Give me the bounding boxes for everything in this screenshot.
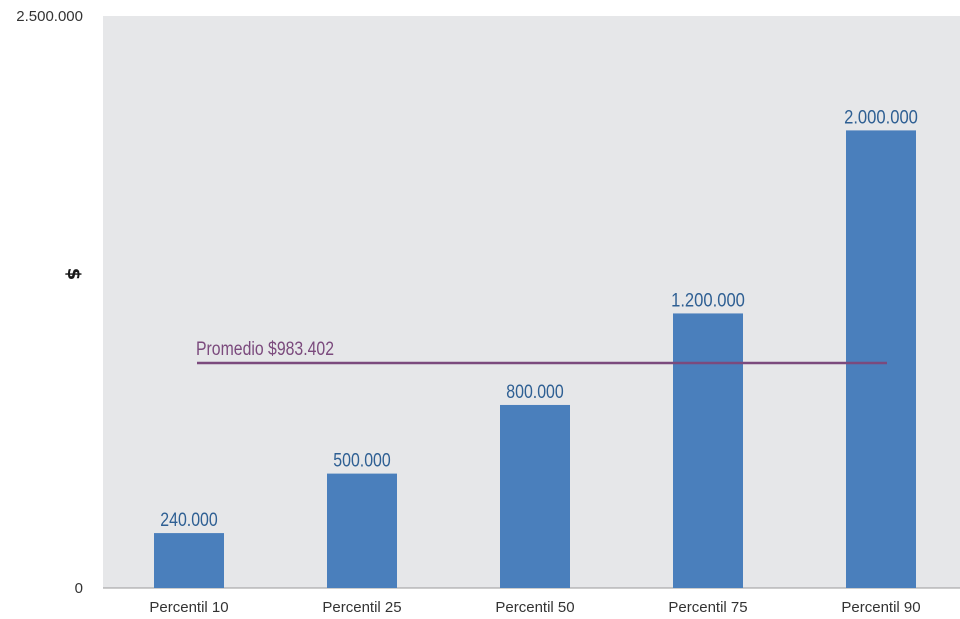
bar [500,404,570,588]
y-tick-label: 0 [75,580,83,597]
y-axis-ticks: 0 2.500.000 [16,8,83,597]
category-label: Percentil 10 [149,599,228,616]
category-labels-group: Percentil 10 Percentil 25 Percentil 50 Perc… [149,599,920,616]
bar [673,313,743,588]
bar-value-label: 800.000 [506,382,563,403]
data-labels-group: 240.000 500.000 800.000 1.200.000 2.000.000 [160,107,918,531]
bar-value-label: 1.200.000 [671,290,745,311]
y-axis-label: $ [63,268,84,281]
category-label: Percentil 50 [495,599,574,616]
bars-group [154,130,916,588]
bar-value-label: 500.000 [333,451,390,472]
bar [154,533,224,588]
bar-value-label: 2.000.000 [844,107,918,128]
category-label: Percentil 90 [841,599,920,616]
category-label: Percentil 75 [668,599,747,616]
bar [846,130,916,588]
bar [327,473,397,588]
category-label: Percentil 25 [322,599,401,616]
y-tick-label: 2.500.000 [16,8,83,25]
bar-value-label: 240.000 [160,510,217,531]
average-line-label: Promedio $983.402 [196,339,334,360]
